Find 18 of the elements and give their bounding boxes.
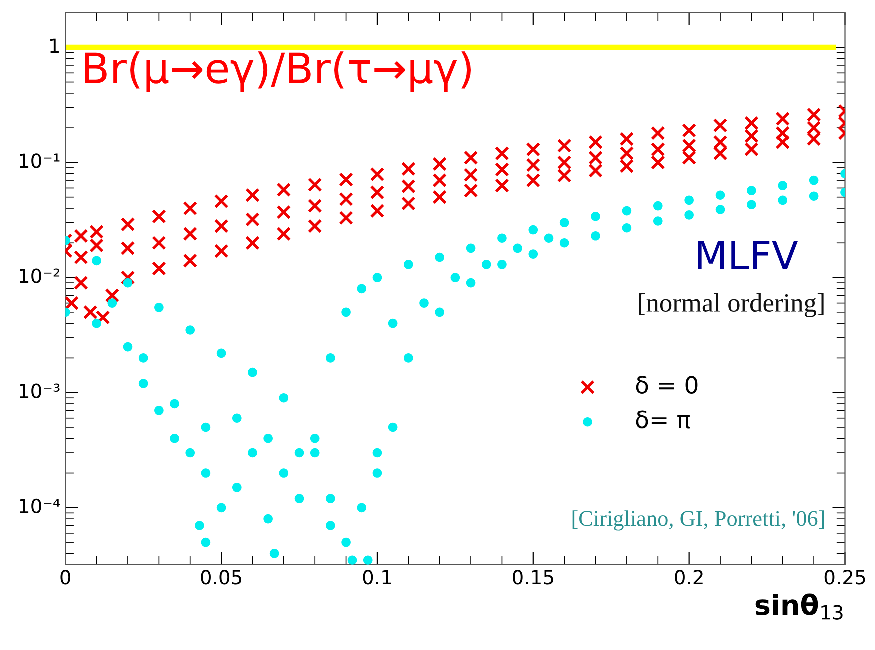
y-tick-label: 10⁻³ xyxy=(20,384,60,398)
y-tick-label: 1 xyxy=(50,38,59,54)
annotation: MLFV xyxy=(698,240,798,270)
x-tick-label: 0.05 xyxy=(201,570,242,585)
annotation: [Cirigliano, GI, Porretti, '06] xyxy=(572,510,824,531)
x-tick-label: 0.15 xyxy=(513,570,554,585)
x-tick-label: 0.25 xyxy=(824,570,866,585)
x-axis-title: sinθ$_{13}$ xyxy=(756,594,843,620)
x-tick-label: 0.1 xyxy=(363,570,392,585)
y-tick-label: 10⁻² xyxy=(20,268,60,284)
y-tick-label: 10⁻¹ xyxy=(20,154,60,168)
y-tick-label: 10⁻⁴ xyxy=(20,498,60,514)
x-tick-label: 0.2 xyxy=(675,570,703,585)
x-tick-label: 0 xyxy=(60,570,71,585)
annotation: Br(μ→eγ)/Br(τ→μγ) xyxy=(85,52,472,92)
legend-label: δ= π xyxy=(636,410,690,429)
legend-label: δ = 0 xyxy=(636,376,698,394)
annotation: [normal ordering] xyxy=(639,293,824,318)
